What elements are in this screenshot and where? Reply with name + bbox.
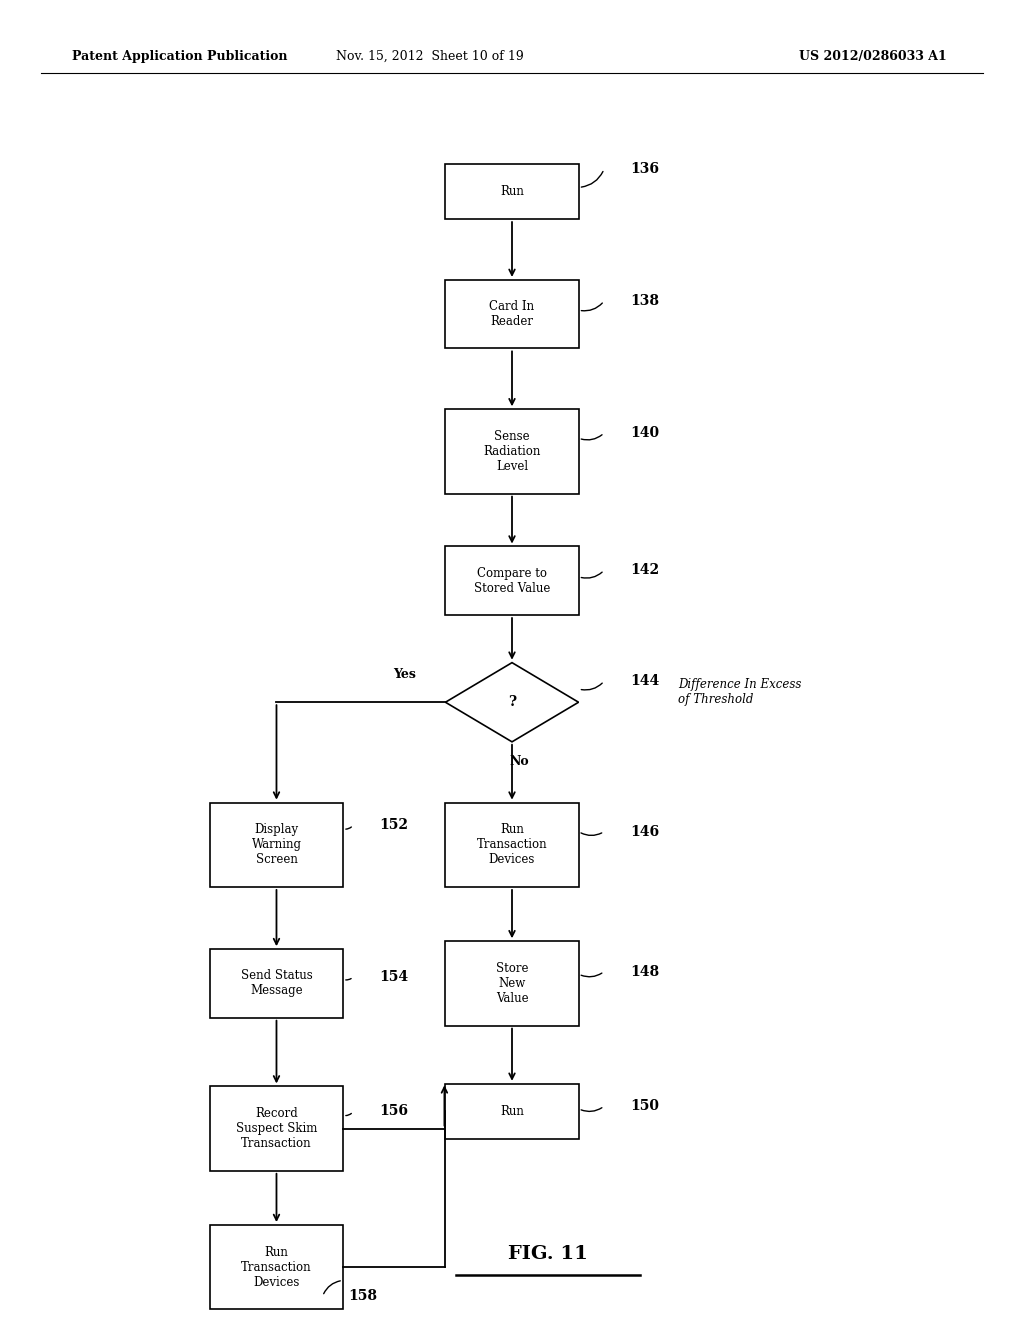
Text: Run: Run <box>500 185 524 198</box>
Text: 154: 154 <box>379 970 408 983</box>
Text: Send Status
Message: Send Status Message <box>241 969 312 998</box>
Text: 148: 148 <box>630 965 658 978</box>
Text: Card In
Reader: Card In Reader <box>489 300 535 329</box>
FancyBboxPatch shape <box>445 280 579 348</box>
Text: Compare to
Stored Value: Compare to Stored Value <box>474 566 550 595</box>
Text: 140: 140 <box>630 426 658 440</box>
Text: Patent Application Publication: Patent Application Publication <box>72 50 287 63</box>
Text: Run
Transaction
Devices: Run Transaction Devices <box>242 1246 311 1288</box>
Text: FIG. 11: FIG. 11 <box>508 1245 588 1263</box>
FancyBboxPatch shape <box>445 803 579 887</box>
FancyBboxPatch shape <box>210 1086 343 1171</box>
Text: 136: 136 <box>630 162 658 176</box>
Text: Store
New
Value: Store New Value <box>496 962 528 1005</box>
Text: ?: ? <box>508 696 516 709</box>
Text: 152: 152 <box>379 818 408 832</box>
Text: Difference In Excess
of Threshold: Difference In Excess of Threshold <box>678 677 801 706</box>
Text: 156: 156 <box>379 1105 408 1118</box>
Text: Record
Suspect Skim
Transaction: Record Suspect Skim Transaction <box>236 1107 317 1150</box>
FancyBboxPatch shape <box>210 803 343 887</box>
Text: Run
Transaction
Devices: Run Transaction Devices <box>477 824 547 866</box>
Text: Nov. 15, 2012  Sheet 10 of 19: Nov. 15, 2012 Sheet 10 of 19 <box>336 50 524 63</box>
FancyBboxPatch shape <box>445 409 579 494</box>
Text: 142: 142 <box>630 564 658 577</box>
Text: 158: 158 <box>348 1290 377 1303</box>
Text: 144: 144 <box>630 675 659 688</box>
FancyBboxPatch shape <box>445 546 579 615</box>
Text: 146: 146 <box>630 825 658 838</box>
FancyBboxPatch shape <box>445 941 579 1026</box>
Polygon shape <box>445 663 579 742</box>
Text: Run: Run <box>500 1105 524 1118</box>
Text: Display
Warning
Screen: Display Warning Screen <box>252 824 301 866</box>
FancyBboxPatch shape <box>445 1084 579 1139</box>
Text: Sense
Radiation
Level: Sense Radiation Level <box>483 430 541 473</box>
Text: 138: 138 <box>630 294 658 308</box>
FancyBboxPatch shape <box>445 164 579 219</box>
Text: Yes: Yes <box>393 668 416 681</box>
FancyBboxPatch shape <box>210 1225 343 1309</box>
FancyBboxPatch shape <box>210 949 343 1018</box>
Text: 150: 150 <box>630 1100 658 1113</box>
Text: No: No <box>509 755 529 768</box>
Text: US 2012/0286033 A1: US 2012/0286033 A1 <box>799 50 946 63</box>
